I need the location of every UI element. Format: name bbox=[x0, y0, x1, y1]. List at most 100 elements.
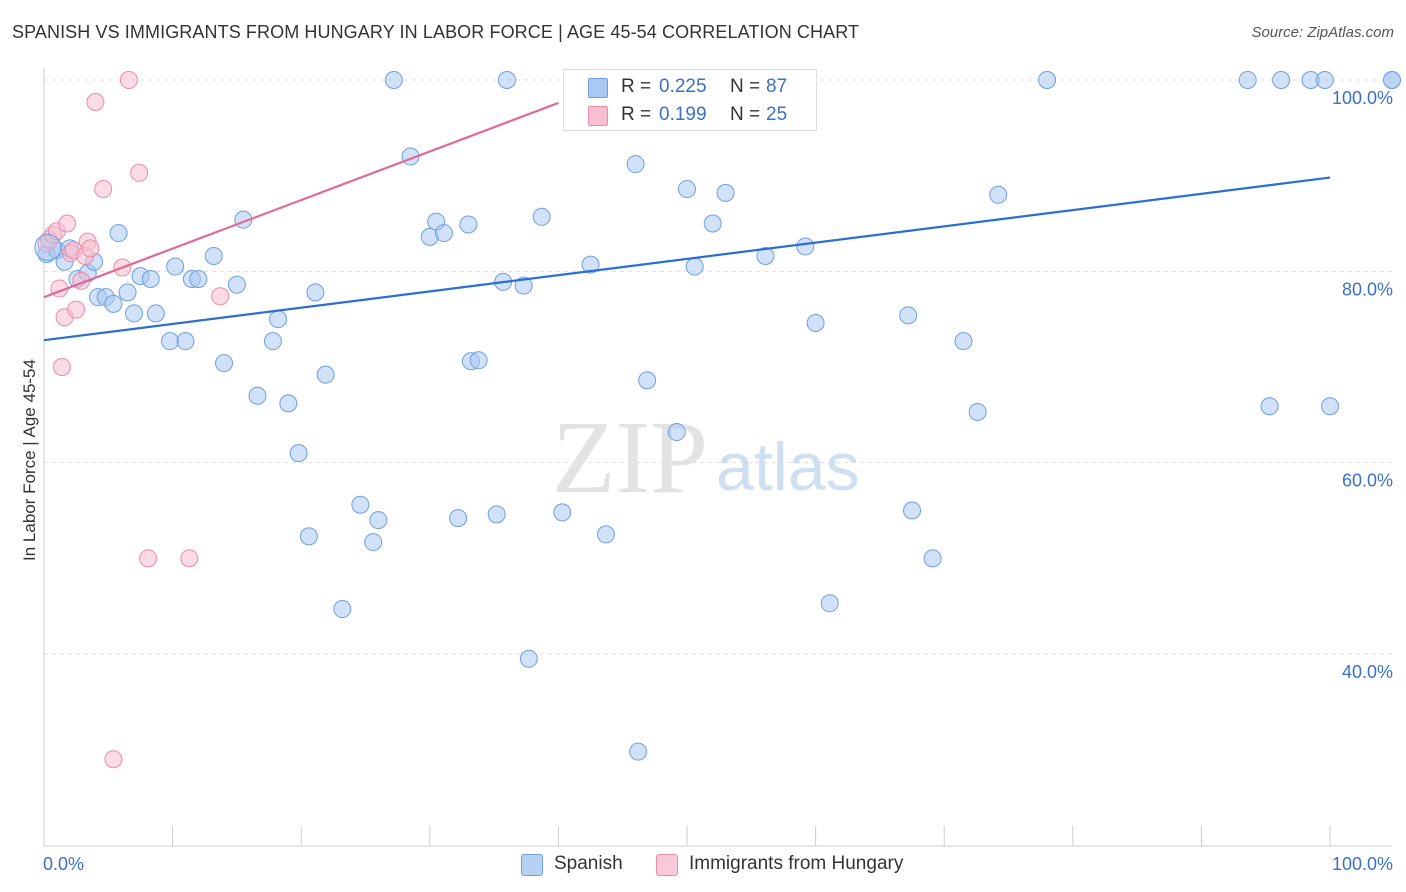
gridlines bbox=[44, 79, 1392, 655]
point-spanish bbox=[497, 71, 516, 89]
point-spanish bbox=[289, 444, 308, 463]
point-spanish bbox=[923, 549, 942, 568]
legend-n-label: N = bbox=[730, 104, 761, 125]
y-tick-label: 80.0% bbox=[1342, 279, 1393, 299]
point-spanish bbox=[204, 247, 223, 266]
point-spanish bbox=[796, 237, 815, 256]
correlation-legend: R = 0.225 N = 87 R = 0.199 N = 25 bbox=[563, 69, 817, 131]
point-spanish bbox=[899, 306, 918, 325]
point-spanish bbox=[519, 649, 538, 668]
legend-r-value: 0.225 bbox=[659, 76, 707, 97]
legend-swatch-spanish bbox=[588, 78, 608, 98]
point-spanish bbox=[333, 600, 352, 619]
point-spanish bbox=[141, 269, 160, 288]
watermark-zip: ZIP bbox=[552, 400, 708, 515]
chart-title: SPANISH VS IMMIGRANTS FROM HUNGARY IN LA… bbox=[12, 22, 860, 42]
point-hungary bbox=[81, 239, 100, 258]
point-spanish bbox=[1038, 71, 1057, 89]
series-legend: Spanish Immigrants from Hungary bbox=[0, 852, 1406, 878]
x-tick-label: 0.0% bbox=[43, 854, 84, 874]
point-spanish bbox=[104, 294, 123, 313]
legend-r-label: R = bbox=[621, 76, 652, 97]
point-spanish bbox=[299, 527, 318, 546]
point-spanish bbox=[109, 224, 128, 243]
point-spanish bbox=[514, 276, 533, 295]
point-spanish bbox=[581, 255, 600, 274]
point-spanish bbox=[1238, 71, 1257, 89]
point-spanish bbox=[227, 275, 246, 294]
point-spanish bbox=[176, 332, 195, 351]
point-spanish bbox=[1383, 71, 1401, 89]
point-spanish bbox=[553, 503, 572, 522]
chart-source: Source: ZipAtlas.com bbox=[1251, 24, 1394, 41]
point-spanish bbox=[189, 269, 208, 288]
point-spanish bbox=[685, 257, 704, 276]
point-spanish bbox=[146, 304, 165, 323]
point-spanish bbox=[166, 257, 185, 276]
point-spanish bbox=[1272, 71, 1291, 89]
point-spanish bbox=[125, 304, 144, 323]
point-spanish bbox=[1321, 397, 1339, 416]
legend-n-value: 25 bbox=[766, 104, 788, 125]
point-spanish bbox=[1260, 397, 1279, 416]
point-hungary bbox=[130, 163, 149, 182]
point-spanish bbox=[306, 283, 325, 302]
point-spanish bbox=[989, 185, 1008, 204]
point-spanish bbox=[716, 183, 735, 202]
point-spanish bbox=[248, 386, 267, 405]
point-spanish bbox=[364, 533, 383, 552]
point-spanish bbox=[215, 354, 234, 373]
point-spanish bbox=[638, 371, 657, 390]
legend-r-label: R = bbox=[621, 104, 652, 125]
tick-labels: 40.0% 60.0% 80.0% 100.0% 0.0% 100.0% bbox=[43, 88, 1393, 874]
point-spanish bbox=[161, 332, 180, 351]
point-hungary bbox=[139, 549, 158, 568]
point-spanish bbox=[596, 525, 615, 544]
point-hungary bbox=[119, 71, 138, 89]
point-spanish bbox=[667, 423, 686, 442]
legend-row-hungary: R = 0.199 N = 25 bbox=[564, 102, 816, 130]
point-spanish bbox=[703, 214, 722, 233]
point-spanish bbox=[469, 351, 488, 370]
legend-swatch-spanish bbox=[521, 854, 543, 876]
data-points bbox=[34, 71, 1401, 769]
axes bbox=[43, 68, 1392, 847]
point-spanish bbox=[459, 215, 478, 234]
point-spanish bbox=[118, 283, 137, 302]
legend-r-value: 0.199 bbox=[659, 104, 707, 125]
legend-row-spanish: R = 0.225 N = 87 bbox=[564, 74, 816, 102]
point-spanish bbox=[678, 180, 696, 199]
point-hungary bbox=[53, 358, 72, 376]
trend-line-spanish bbox=[43, 176, 1331, 342]
legend-swatch-hungary bbox=[588, 106, 608, 126]
point-spanish bbox=[1315, 71, 1334, 89]
point-hungary bbox=[104, 750, 123, 769]
legend-label-spanish: Spanish bbox=[554, 853, 623, 874]
point-spanish bbox=[369, 511, 388, 530]
point-spanish bbox=[487, 505, 506, 524]
legend-swatch-hungary bbox=[656, 854, 678, 876]
point-spanish bbox=[316, 365, 335, 384]
legend-label-hungary: Immigrants from Hungary bbox=[689, 853, 904, 874]
point-spanish bbox=[968, 402, 987, 421]
point-hungary bbox=[180, 549, 199, 568]
watermark-atlas: atlas bbox=[716, 429, 860, 505]
point-spanish bbox=[279, 394, 298, 413]
point-hungary bbox=[94, 180, 113, 199]
point-spanish bbox=[626, 155, 645, 174]
y-tick-label: 100.0% bbox=[1332, 88, 1393, 108]
point-spanish bbox=[269, 310, 288, 329]
legend-n-value: 87 bbox=[766, 76, 788, 97]
y-tick-label: 60.0% bbox=[1342, 471, 1393, 491]
point-spanish bbox=[806, 313, 825, 332]
point-spanish bbox=[384, 71, 403, 89]
point-hungary bbox=[211, 287, 230, 306]
point-hungary bbox=[67, 300, 86, 319]
point-hungary bbox=[58, 214, 77, 233]
point-spanish bbox=[820, 594, 839, 613]
legend-n-label: N = bbox=[730, 76, 761, 97]
trend-line-hungary bbox=[43, 101, 559, 299]
point-spanish bbox=[756, 247, 775, 266]
point-spanish bbox=[532, 207, 551, 226]
